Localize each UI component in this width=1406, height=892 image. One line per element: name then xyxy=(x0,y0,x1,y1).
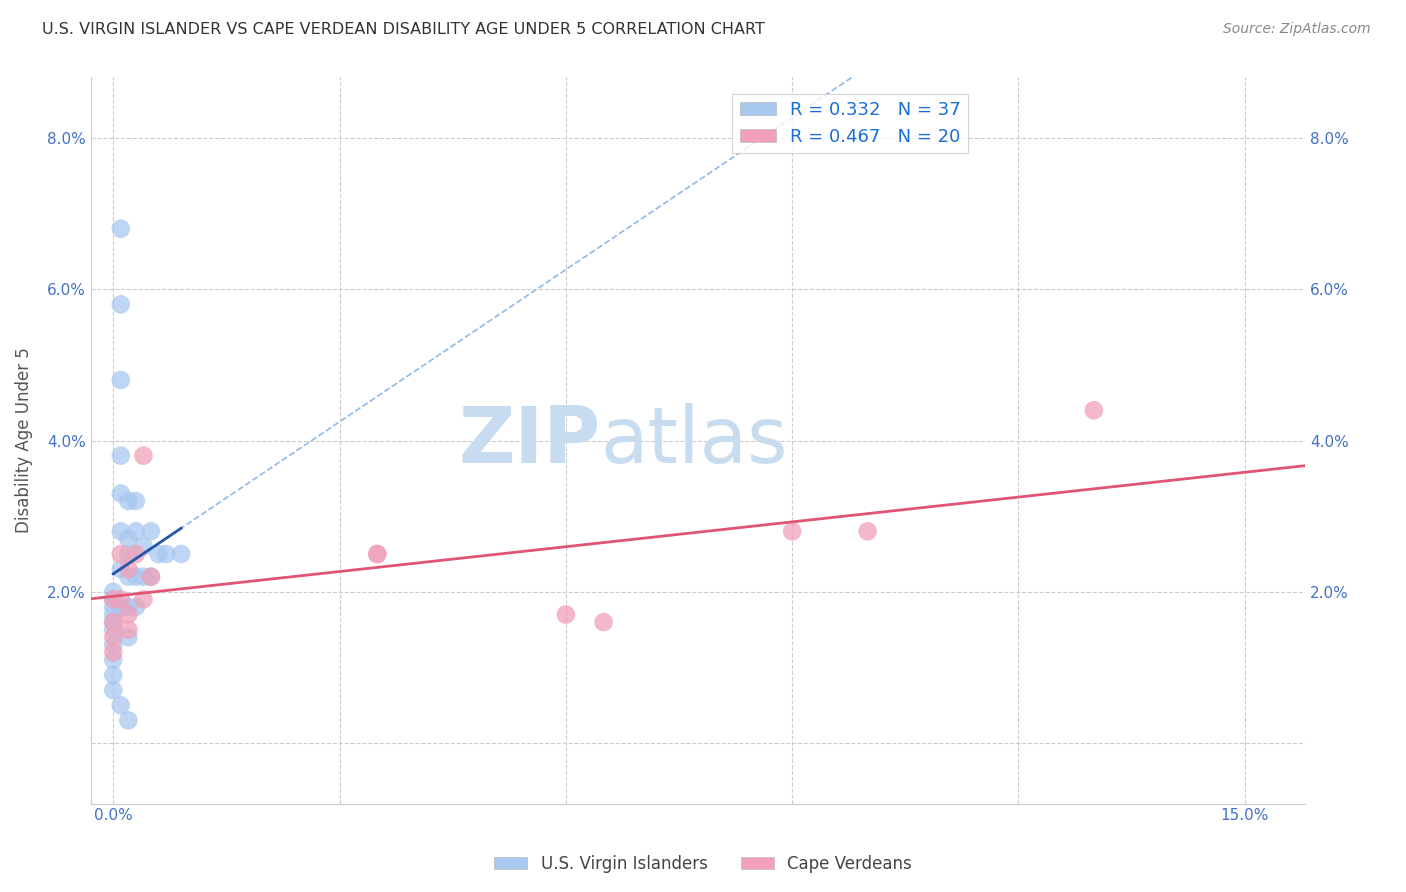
Point xyxy=(554,607,576,622)
Point xyxy=(139,570,162,584)
Point xyxy=(780,524,803,539)
Point xyxy=(132,449,155,463)
Point xyxy=(110,698,132,713)
Text: ZIP: ZIP xyxy=(458,402,600,478)
Point xyxy=(103,683,125,698)
Point xyxy=(170,547,193,561)
Point xyxy=(103,615,125,629)
Point xyxy=(110,373,132,387)
Point xyxy=(117,714,139,728)
Point xyxy=(139,524,162,539)
Point xyxy=(139,570,162,584)
Text: Source: ZipAtlas.com: Source: ZipAtlas.com xyxy=(1223,22,1371,37)
Point xyxy=(103,645,125,659)
Point xyxy=(132,592,155,607)
Point xyxy=(148,547,170,561)
Point xyxy=(103,638,125,652)
Point xyxy=(1083,403,1105,417)
Point xyxy=(125,570,148,584)
Legend: U.S. Virgin Islanders, Cape Verdeans: U.S. Virgin Islanders, Cape Verdeans xyxy=(488,848,918,880)
Point xyxy=(856,524,879,539)
Point xyxy=(117,532,139,546)
Point xyxy=(366,547,388,561)
Point xyxy=(103,607,125,622)
Point xyxy=(110,297,132,311)
Point xyxy=(117,599,139,614)
Point xyxy=(592,615,614,629)
Point xyxy=(103,653,125,667)
Point xyxy=(110,486,132,500)
Point xyxy=(117,494,139,508)
Point xyxy=(366,547,388,561)
Point xyxy=(117,562,139,576)
Point xyxy=(117,623,139,637)
Point xyxy=(110,592,132,607)
Point xyxy=(110,562,132,576)
Text: U.S. VIRGIN ISLANDER VS CAPE VERDEAN DISABILITY AGE UNDER 5 CORRELATION CHART: U.S. VIRGIN ISLANDER VS CAPE VERDEAN DIS… xyxy=(42,22,765,37)
Point xyxy=(125,599,148,614)
Point xyxy=(110,524,132,539)
Point xyxy=(117,630,139,644)
Text: atlas: atlas xyxy=(600,402,789,478)
Point xyxy=(103,615,125,629)
Point xyxy=(103,592,125,607)
Point xyxy=(103,592,125,607)
Point xyxy=(125,524,148,539)
Point xyxy=(103,630,125,644)
Point xyxy=(103,668,125,682)
Point xyxy=(132,570,155,584)
Point xyxy=(110,449,132,463)
Point xyxy=(110,599,132,614)
Point xyxy=(110,221,132,235)
Point xyxy=(125,547,148,561)
Y-axis label: Disability Age Under 5: Disability Age Under 5 xyxy=(15,348,32,533)
Point xyxy=(110,547,132,561)
Point xyxy=(155,547,177,561)
Point xyxy=(117,570,139,584)
Point xyxy=(103,599,125,614)
Legend: R = 0.332   N = 37, R = 0.467   N = 20: R = 0.332 N = 37, R = 0.467 N = 20 xyxy=(733,94,969,153)
Point xyxy=(125,494,148,508)
Point xyxy=(117,547,139,561)
Point xyxy=(103,623,125,637)
Point xyxy=(103,584,125,599)
Point xyxy=(117,607,139,622)
Point xyxy=(132,540,155,554)
